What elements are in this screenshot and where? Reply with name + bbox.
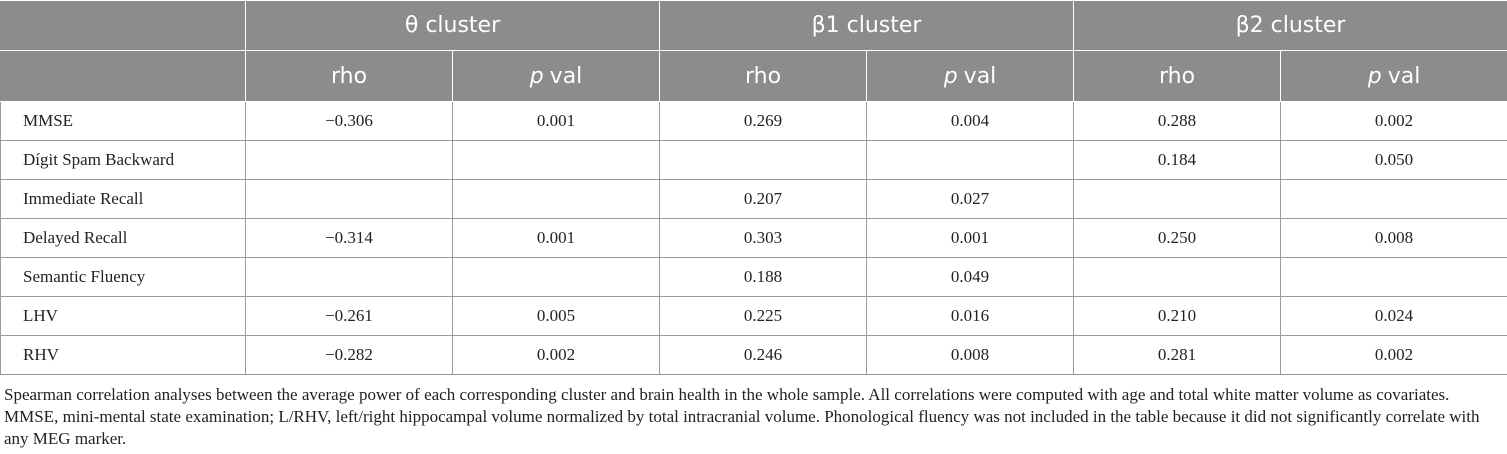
- value-cell: 0.246: [659, 335, 867, 375]
- row-label: MMSE: [0, 101, 246, 141]
- value-cell: 0.005: [452, 296, 660, 336]
- row-label: Dígit Spam Backward: [0, 140, 246, 180]
- value-cell: −0.261: [245, 296, 453, 336]
- header-text: val: [963, 63, 997, 89]
- results-table: θ cluster β1 cluster β2 cluster rho p val rho…: [0, 0, 1507, 375]
- value-cell: 0.002: [1280, 101, 1507, 141]
- value-cell: 0.269: [659, 101, 867, 141]
- header-text: rho: [330, 63, 368, 89]
- value-cell: 0.250: [1073, 218, 1282, 258]
- table-note: Spearman correlation analyses between th…: [4, 385, 1480, 448]
- value-cell: 0.210: [1073, 296, 1282, 336]
- value-cell: [245, 179, 453, 219]
- value-cell: [1073, 257, 1282, 297]
- value-cell: [865, 140, 1075, 180]
- column-header: rho: [245, 50, 453, 102]
- value-cell: [1280, 257, 1507, 297]
- value-cell: 0.001: [452, 101, 660, 141]
- header-text: val: [549, 63, 583, 89]
- value-cell: −0.314: [245, 218, 453, 258]
- value-cell: 0.188: [659, 257, 867, 297]
- group-header: β1 cluster: [658, 0, 1075, 51]
- column-header: p val: [452, 50, 660, 102]
- value-cell: 0.004: [865, 101, 1075, 141]
- row-label: LHV: [0, 296, 246, 336]
- header-text: rho: [744, 63, 782, 89]
- row-label: Delayed Recall: [0, 218, 246, 258]
- table-row: Semantic Fluency 0.188 0.049: [0, 257, 1507, 297]
- value-cell: [452, 179, 660, 219]
- value-cell: 0.008: [1280, 218, 1507, 258]
- value-cell: 0.008: [865, 335, 1075, 375]
- table-row: LHV −0.261 0.005 0.225 0.016 0.210 0.024: [0, 296, 1507, 336]
- value-cell: [1280, 179, 1507, 219]
- row-label: RHV: [0, 335, 246, 375]
- italic-part: p: [529, 63, 544, 89]
- value-cell: 0.024: [1280, 296, 1507, 336]
- value-cell: [245, 140, 453, 180]
- value-cell: [452, 257, 660, 297]
- column-header: p val: [865, 50, 1075, 102]
- value-cell: 0.002: [1280, 335, 1507, 375]
- table-row: RHV −0.282 0.002 0.246 0.008 0.281 0.002: [0, 335, 1507, 375]
- italic-part: p: [1367, 63, 1382, 89]
- table-row: MMSE −0.306 0.001 0.269 0.004 0.288 0.002: [0, 101, 1507, 141]
- value-cell: 0.002: [452, 335, 660, 375]
- value-cell: 0.001: [865, 218, 1075, 258]
- value-cell: 0.049: [865, 257, 1075, 297]
- header-text: val: [1387, 63, 1421, 89]
- value-cell: 0.225: [659, 296, 867, 336]
- value-cell: [245, 257, 453, 297]
- header-text: rho: [1158, 63, 1196, 89]
- table-row: Immediate Recall 0.207 0.027: [0, 179, 1507, 219]
- italic-part: p: [943, 63, 958, 89]
- value-cell: [452, 140, 660, 180]
- value-cell: 0.027: [865, 179, 1075, 219]
- value-cell: 0.303: [659, 218, 867, 258]
- column-header: p val: [1280, 50, 1507, 102]
- value-cell: [659, 140, 867, 180]
- value-cell: 0.207: [659, 179, 867, 219]
- value-cell: 0.050: [1280, 140, 1507, 180]
- value-cell: 0.001: [452, 218, 660, 258]
- table-row: Dígit Spam Backward 0.184 0.050: [0, 140, 1507, 180]
- corner-cell: [0, 0, 246, 51]
- value-cell: 0.288: [1073, 101, 1282, 141]
- value-cell: 0.184: [1073, 140, 1282, 180]
- value-cell: −0.306: [245, 101, 453, 141]
- table-row: Delayed Recall −0.314 0.001 0.303 0.001 0.250…: [0, 218, 1507, 258]
- column-header: rho: [1073, 50, 1282, 102]
- row-label: Semantic Fluency: [0, 257, 246, 297]
- group-header: θ cluster: [245, 0, 660, 51]
- value-cell: [1073, 179, 1282, 219]
- value-cell: −0.282: [245, 335, 453, 375]
- corner-cell: [0, 50, 246, 102]
- value-cell: 0.016: [865, 296, 1075, 336]
- value-cell: 0.281: [1073, 335, 1282, 375]
- column-header: rho: [659, 50, 867, 102]
- row-label: Immediate Recall: [0, 179, 246, 219]
- group-header: β2 cluster: [1073, 0, 1507, 51]
